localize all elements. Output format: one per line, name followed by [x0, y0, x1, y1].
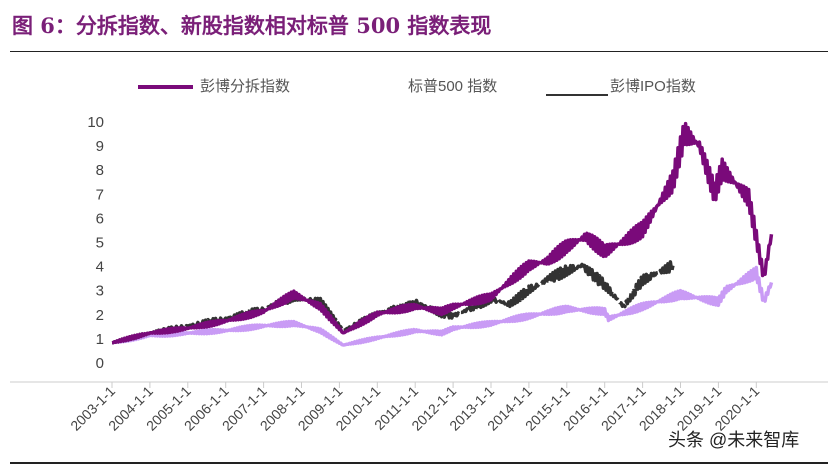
legend-swatch: [546, 94, 608, 96]
y-tick-label: 10: [87, 114, 104, 131]
y-tick-label: 0: [96, 355, 104, 372]
legend-item-sp500: 标普500 指数: [408, 75, 497, 96]
y-tick-label: 8: [96, 162, 104, 179]
y-tick-label: 3: [96, 283, 104, 300]
y-tick-label: 1: [96, 331, 104, 348]
legend-item-spinoff: 彭博分拆指数: [138, 75, 290, 96]
legend-label: 标普500 指数: [408, 78, 498, 95]
legend-item-ipo: 彭博IPO指数: [546, 75, 696, 96]
legend-label: 彭博IPO指数: [610, 78, 696, 95]
legend-label: 彭博分拆指数: [200, 78, 291, 95]
y-tick-label: 4: [96, 259, 104, 276]
y-tick-label: 2: [96, 307, 104, 324]
series-line-sp500: [111, 265, 774, 347]
bottom-divider: [10, 462, 828, 464]
y-tick-label: 7: [96, 186, 104, 203]
y-tick-label: 9: [96, 138, 104, 155]
watermark: 头条 @未来智库: [668, 430, 800, 450]
title-divider: [10, 51, 828, 52]
series-line-spinoff: [111, 121, 774, 345]
y-tick-label: 6: [96, 210, 104, 227]
figure-title: 图 6：分拆指数、新股指数相对标普 500 指数表现: [12, 13, 492, 38]
series-line-ipo: [111, 260, 675, 345]
y-tick-label: 5: [96, 235, 104, 252]
legend-swatch: [138, 85, 193, 90]
